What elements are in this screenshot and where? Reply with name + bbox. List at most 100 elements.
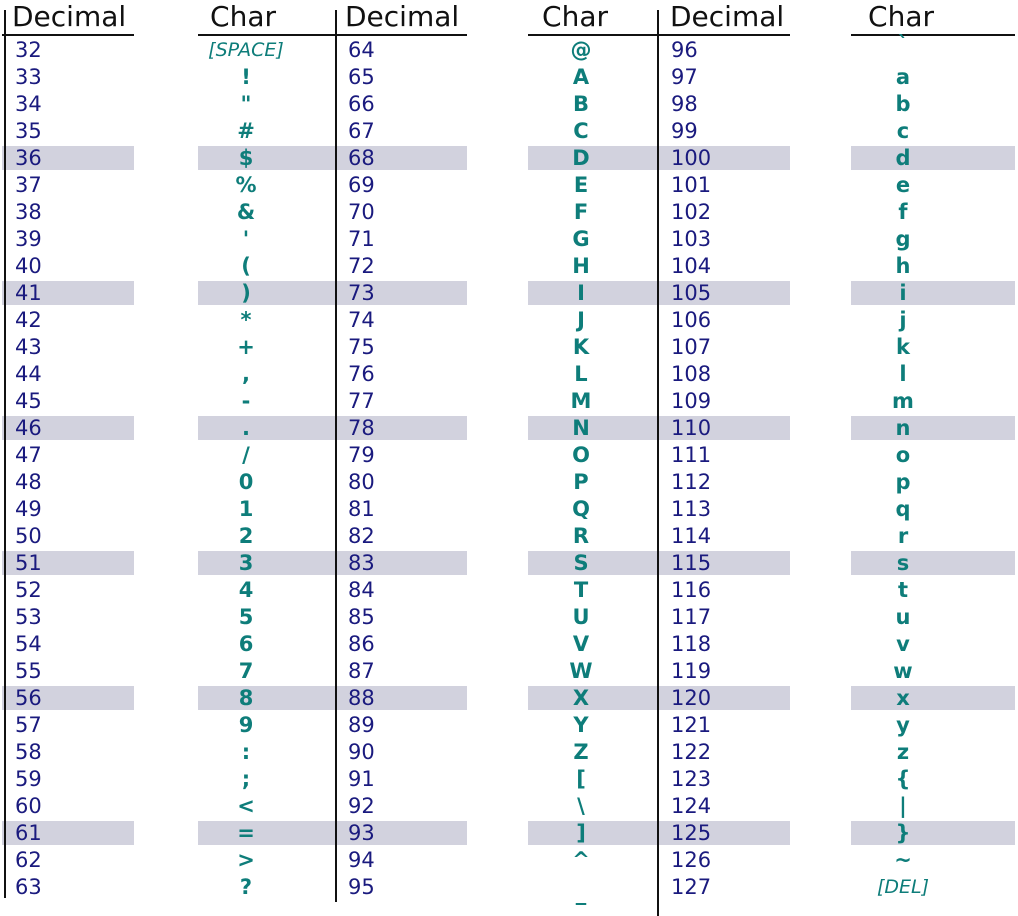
char-value: m xyxy=(892,389,914,413)
decimal-value: 61 xyxy=(15,821,42,845)
char-value: p xyxy=(895,470,911,494)
decimal-value: 107 xyxy=(671,335,712,359)
char-value: r xyxy=(897,524,909,548)
row-highlight xyxy=(658,551,790,575)
column-divider xyxy=(335,10,337,902)
decimal-value: 92 xyxy=(348,794,375,818)
char-value: C xyxy=(573,119,589,143)
row-highlight xyxy=(2,551,134,575)
decimal-value: 66 xyxy=(348,92,375,116)
char-value: w xyxy=(893,659,913,683)
char-column-header: Char xyxy=(210,0,276,33)
char-column-header: Char xyxy=(868,0,934,33)
row-highlight xyxy=(851,416,1015,440)
header-underline xyxy=(335,34,467,36)
decimal-value: 63 xyxy=(15,875,42,899)
char-value: P xyxy=(573,470,589,494)
decimal-value: 84 xyxy=(348,578,375,602)
char-value: O xyxy=(572,443,590,467)
char-value: f xyxy=(898,200,908,224)
char-value: ( xyxy=(241,254,251,278)
char-value: a xyxy=(895,65,911,89)
decimal-value: 88 xyxy=(348,686,375,710)
char-value: } xyxy=(895,821,911,845)
char-value: { xyxy=(895,767,911,791)
char-value: t xyxy=(897,578,909,602)
char-value: 1 xyxy=(238,497,254,521)
char-value: - xyxy=(241,389,251,413)
decimal-value: 89 xyxy=(348,713,375,737)
char-value: Y xyxy=(573,713,589,737)
char-value: ' xyxy=(242,227,250,251)
row-highlight xyxy=(528,551,660,575)
char-value: n xyxy=(895,416,911,440)
row-highlight xyxy=(2,281,134,305)
row-highlight xyxy=(2,821,134,845)
decimal-value: 121 xyxy=(671,713,712,737)
char-column-header: Char xyxy=(542,0,608,33)
char-value: [SPACE] xyxy=(208,39,284,61)
decimal-value: 122 xyxy=(671,740,712,764)
row-highlight xyxy=(198,281,335,305)
row-highlight xyxy=(528,686,660,710)
row-highlight xyxy=(335,281,467,305)
decimal-value: 79 xyxy=(348,443,375,467)
decimal-value: 48 xyxy=(15,470,42,494)
decimal-value: 76 xyxy=(348,362,375,386)
decimal-value: 105 xyxy=(671,281,712,305)
decimal-value: 87 xyxy=(348,659,375,683)
column-divider xyxy=(4,10,6,898)
decimal-value: 116 xyxy=(671,578,712,602)
row-highlight xyxy=(335,551,467,575)
decimal-value: 42 xyxy=(15,308,42,332)
decimal-value: 65 xyxy=(348,65,375,89)
char-value: Z xyxy=(573,740,589,764)
decimal-value: 59 xyxy=(15,767,42,791)
char-value: 3 xyxy=(238,551,254,575)
row-highlight xyxy=(851,686,1015,710)
decimal-value: 64 xyxy=(348,38,375,62)
decimal-value: 56 xyxy=(15,686,42,710)
char-value: ! xyxy=(241,65,251,89)
row-highlight xyxy=(198,416,335,440)
decimal-value: 78 xyxy=(348,416,375,440)
char-value: u xyxy=(895,605,911,629)
row-highlight xyxy=(198,146,335,170)
decimal-value: 45 xyxy=(15,389,42,413)
char-value: | xyxy=(899,794,907,818)
char-value: i xyxy=(899,281,907,305)
decimal-value: 69 xyxy=(348,173,375,197)
row-highlight xyxy=(335,416,467,440)
char-value: 4 xyxy=(238,578,254,602)
char-value: + xyxy=(237,335,255,359)
decimal-value: 35 xyxy=(15,119,42,143)
decimal-value: 97 xyxy=(671,65,698,89)
decimal-value: 54 xyxy=(15,632,42,656)
char-value: ~ xyxy=(894,848,912,872)
decimal-value: 82 xyxy=(348,524,375,548)
decimal-value: 109 xyxy=(671,389,712,413)
decimal-value: 120 xyxy=(671,686,712,710)
decimal-value: 37 xyxy=(15,173,42,197)
row-highlight xyxy=(528,416,660,440)
char-value: h xyxy=(895,254,911,278)
char-value: " xyxy=(240,92,252,116)
decimal-value: 32 xyxy=(15,38,42,62)
char-value: v xyxy=(896,632,910,656)
decimal-value: 101 xyxy=(671,173,712,197)
row-highlight xyxy=(658,281,790,305)
char-value: Q xyxy=(572,497,590,521)
decimal-value: 81 xyxy=(348,497,375,521)
header-underline xyxy=(528,34,660,36)
decimal-value: 124 xyxy=(671,794,712,818)
decimal-value: 90 xyxy=(348,740,375,764)
decimal-value: 103 xyxy=(671,227,712,251)
char-value: , xyxy=(242,362,250,386)
char-value: $ xyxy=(238,146,254,170)
char-value: X xyxy=(572,686,590,710)
decimal-value: 111 xyxy=(671,443,712,467)
char-value: q xyxy=(895,497,911,521)
decimal-column-header: Decimal xyxy=(670,0,785,33)
decimal-value: 51 xyxy=(15,551,42,575)
decimal-value: 94 xyxy=(348,848,375,872)
